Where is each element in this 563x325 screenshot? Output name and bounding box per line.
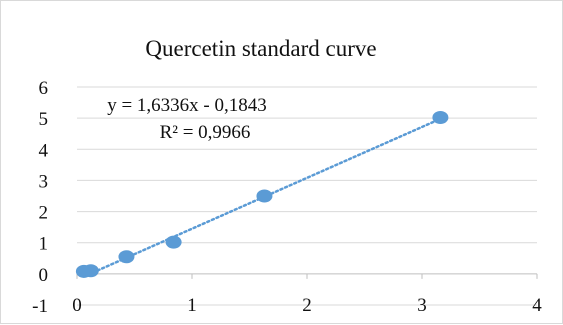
data-point-5 xyxy=(432,111,449,125)
y-tick-label-1: 0 xyxy=(39,265,49,286)
y-tick-label-7: 6 xyxy=(39,78,49,99)
trendline-equation: y = 1,6336x - 0,1843 xyxy=(107,95,267,116)
x-tick-label-0: 0 xyxy=(72,295,82,316)
data-point-2 xyxy=(118,250,135,264)
y-tick-label-4: 3 xyxy=(39,171,49,192)
chart-title: Quercetin standard curve xyxy=(145,36,376,61)
y-tick-label-5: 4 xyxy=(39,140,49,161)
y-tick-label-6: 5 xyxy=(39,109,49,130)
data-point-3 xyxy=(165,235,182,249)
y-tick-label-2: 1 xyxy=(39,234,49,255)
x-tick-label-2: 2 xyxy=(302,295,312,316)
y-axis-tick-labels: -1 0 1 2 3 4 5 6 xyxy=(32,78,48,317)
trendline-r-squared: R² = 0,9966 xyxy=(160,122,251,143)
data-points xyxy=(75,111,449,278)
x-axis-tick-labels: 0 1 2 3 4 xyxy=(72,295,542,316)
axes xyxy=(76,273,538,279)
y-tick-label-0: -1 xyxy=(32,296,48,317)
gridlines xyxy=(77,86,537,306)
y-tick-label-3: 2 xyxy=(39,203,49,224)
x-tick-label-1: 1 xyxy=(187,295,197,316)
x-tick-label-4: 4 xyxy=(532,295,542,316)
data-point-4 xyxy=(256,189,273,203)
x-tick-label-3: 3 xyxy=(417,295,427,316)
data-point-1 xyxy=(82,264,99,278)
